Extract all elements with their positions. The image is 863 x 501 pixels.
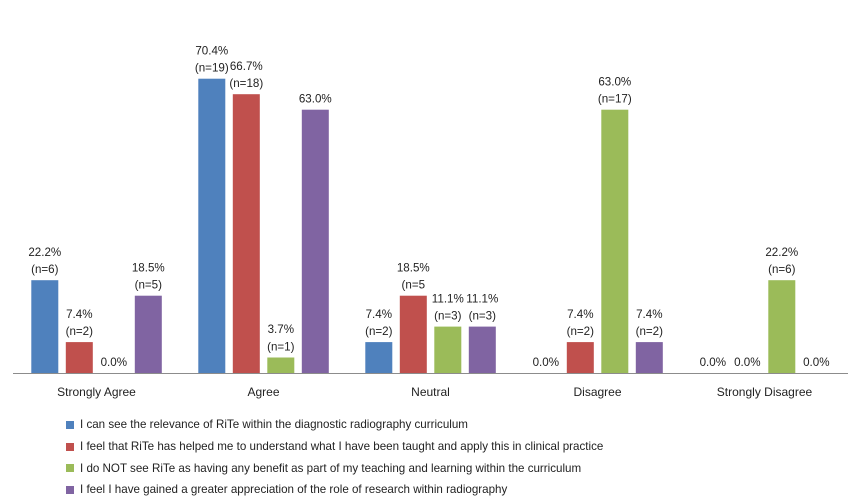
bar bbox=[65, 342, 93, 373]
data-label: (n=5 bbox=[402, 279, 426, 292]
legend-swatch bbox=[66, 442, 74, 451]
data-label: 11.1% bbox=[466, 292, 498, 305]
legend-item: I feel that RiTe has helped me to unders… bbox=[66, 436, 603, 458]
bar bbox=[134, 295, 162, 373]
legend-swatch bbox=[66, 464, 74, 473]
data-label: 7.4% bbox=[66, 308, 92, 321]
legend-swatch bbox=[66, 485, 74, 494]
legend-label: I do NOT see RiTe as having any benefit … bbox=[80, 461, 582, 475]
x-tick-label: Strongly Disagree bbox=[717, 385, 813, 399]
x-tick-label: Agree bbox=[247, 385, 279, 399]
data-label: (n=5) bbox=[135, 279, 163, 292]
data-label: (n=3) bbox=[434, 310, 462, 323]
legend-item: I feel I have gained a greater appreciat… bbox=[66, 479, 603, 501]
data-label: 22.2% bbox=[765, 246, 798, 259]
data-label: (n=2) bbox=[567, 325, 595, 338]
legend-item: I do NOT see RiTe as having any benefit … bbox=[66, 457, 603, 479]
bar bbox=[601, 109, 629, 373]
data-label: 0.0% bbox=[803, 356, 829, 369]
legend-label: I feel that RiTe has helped me to unders… bbox=[80, 440, 604, 454]
legend-item: I can see the relevance of RiTe within t… bbox=[66, 414, 603, 436]
bar bbox=[365, 342, 393, 373]
bar bbox=[267, 357, 295, 373]
data-label: 0.0% bbox=[700, 356, 726, 369]
bar bbox=[468, 326, 496, 373]
legend-label: I feel I have gained a greater appreciat… bbox=[80, 483, 508, 497]
data-label: 70.4% bbox=[195, 44, 228, 57]
data-label: (n=2) bbox=[365, 325, 393, 338]
data-label: 18.5% bbox=[397, 261, 430, 274]
x-tick-label: Strongly Agree bbox=[57, 385, 136, 399]
data-label: 11.1% bbox=[432, 292, 464, 305]
chart-legend: I can see the relevance of RiTe within t… bbox=[66, 414, 603, 501]
bar bbox=[768, 280, 796, 373]
legend-label: I can see the relevance of RiTe within t… bbox=[80, 418, 468, 432]
bar bbox=[434, 326, 462, 373]
data-label: 63.0% bbox=[598, 75, 631, 88]
data-label: 7.4% bbox=[636, 308, 662, 321]
data-label: (n=3) bbox=[469, 310, 497, 323]
data-label: (n=2) bbox=[636, 325, 664, 338]
data-label: (n=6) bbox=[31, 263, 59, 276]
data-label: 0.0% bbox=[101, 356, 127, 369]
data-label: (n=2) bbox=[66, 325, 94, 338]
data-label: 18.5% bbox=[132, 261, 165, 274]
data-label: 0.0% bbox=[734, 356, 760, 369]
data-label: 63.0% bbox=[299, 93, 332, 106]
data-label: 7.4% bbox=[567, 308, 593, 321]
bar bbox=[198, 78, 226, 373]
bar bbox=[635, 342, 663, 373]
bar bbox=[399, 295, 427, 373]
data-label: (n=17) bbox=[598, 93, 632, 106]
data-label: (n=1) bbox=[267, 341, 295, 354]
legend-swatch bbox=[66, 420, 74, 429]
data-label: 7.4% bbox=[366, 308, 392, 321]
bar-chart-plot: 22.2% (n=6) 70.4% (n=19) 7.4% (n=2) 0.0% 0.0% 7.… bbox=[13, 44, 848, 399]
data-label: (n=19) bbox=[195, 62, 229, 75]
data-label: 22.2% bbox=[28, 246, 61, 259]
bar bbox=[232, 94, 260, 373]
data-label: 66.7% bbox=[230, 60, 263, 73]
data-label: (n=6) bbox=[768, 263, 796, 276]
data-label: 3.7% bbox=[268, 323, 294, 336]
bar bbox=[31, 280, 59, 373]
x-tick-label: Disagree bbox=[573, 385, 621, 399]
x-tick-label: Neutral bbox=[411, 385, 450, 399]
data-label: (n=18) bbox=[229, 77, 263, 90]
data-label: 0.0% bbox=[533, 356, 559, 369]
bar bbox=[566, 342, 594, 373]
bar bbox=[301, 109, 329, 373]
